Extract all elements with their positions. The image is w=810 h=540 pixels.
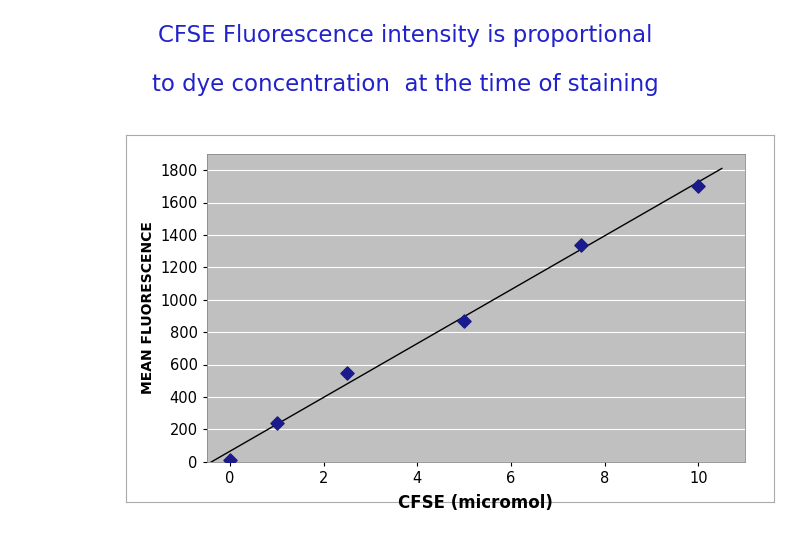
Point (224, 456, 237, 464)
Text: CFSE Fluorescence intensity is proportional: CFSE Fluorescence intensity is proportio… (158, 24, 652, 48)
Point (340, 368, 353, 377)
Point (458, 316, 471, 325)
Text: to dye concentration  at the time of staining: to dye concentration at the time of stai… (151, 73, 659, 96)
X-axis label: CFSE (micromol): CFSE (micromol) (399, 494, 553, 512)
Point (692, 182, 705, 191)
Point (575, 240, 588, 249)
Point (271, 418, 284, 427)
Y-axis label: MEAN FLUORESCENCE: MEAN FLUORESCENCE (141, 221, 155, 394)
